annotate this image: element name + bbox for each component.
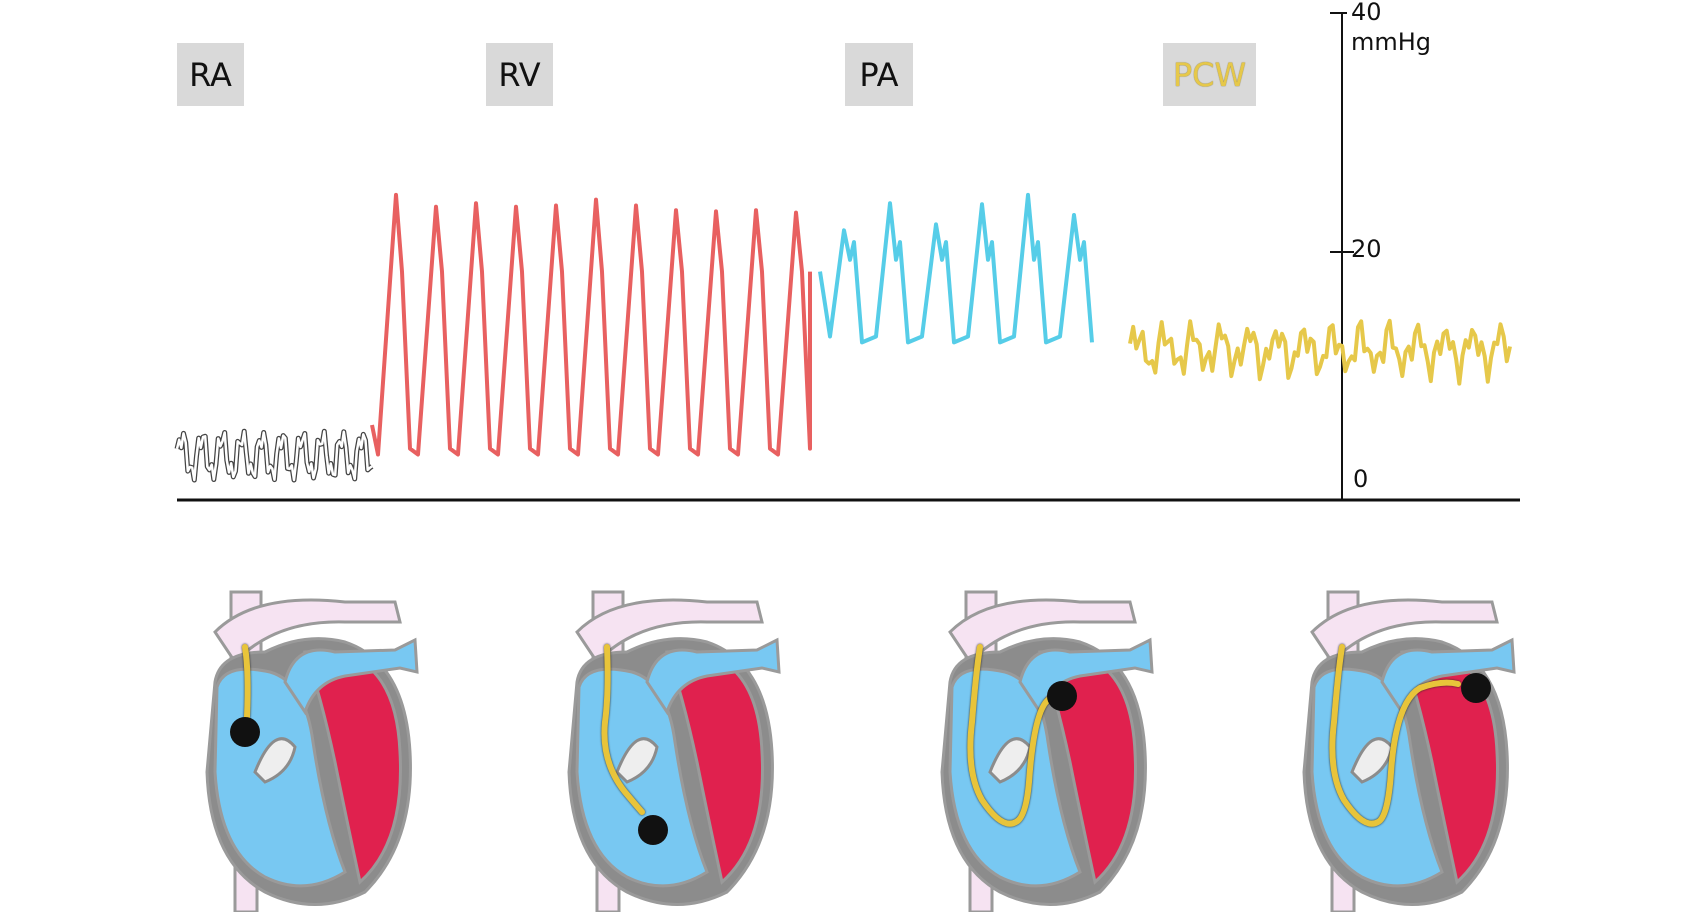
axis-label-max: 40 <box>1351 0 1382 26</box>
label-right-ventricle: RV <box>486 43 553 106</box>
axis-unit-label: mmHg <box>1351 28 1432 56</box>
heart-pcw-catheter <box>1302 590 1516 912</box>
pa-trace <box>818 192 1094 345</box>
catheter-tip <box>1047 681 1077 711</box>
label-right-atrium: RA <box>177 43 244 106</box>
heart-ra-catheter <box>205 590 419 912</box>
catheter-tip <box>1461 673 1491 703</box>
valve <box>253 737 297 784</box>
valve <box>615 737 659 784</box>
left-ventricle <box>664 649 764 885</box>
catheter <box>1329 644 1461 827</box>
catheter <box>967 644 1051 827</box>
pulmonary-artery <box>645 637 781 716</box>
aortic-arch <box>213 598 402 665</box>
aortic-arch <box>575 598 764 665</box>
pulmonary-artery <box>283 637 419 716</box>
catheter-tip <box>230 717 260 747</box>
right-heart <box>948 667 1082 888</box>
pcw-trace <box>1128 318 1512 386</box>
heart-pa-catheter <box>940 590 1154 912</box>
catheter-tip <box>638 815 668 845</box>
heart-rv-catheter <box>567 590 781 912</box>
catheter <box>601 644 645 815</box>
rv-trace <box>370 192 812 457</box>
aortic-arch <box>1310 598 1499 665</box>
catheter <box>242 644 251 720</box>
right-heart <box>1310 667 1444 888</box>
right-heart <box>575 667 709 888</box>
label-pulmonary-capillary-wedge: PCW <box>1163 43 1256 106</box>
label-pulmonary-artery: PA <box>845 43 913 106</box>
left-ventricle <box>302 649 402 885</box>
ra-trace-inner <box>175 429 373 482</box>
axis-label-zero: 0 <box>1353 465 1369 493</box>
axis-label-mid: 20 <box>1351 235 1382 263</box>
aortic-arch <box>948 598 1137 665</box>
